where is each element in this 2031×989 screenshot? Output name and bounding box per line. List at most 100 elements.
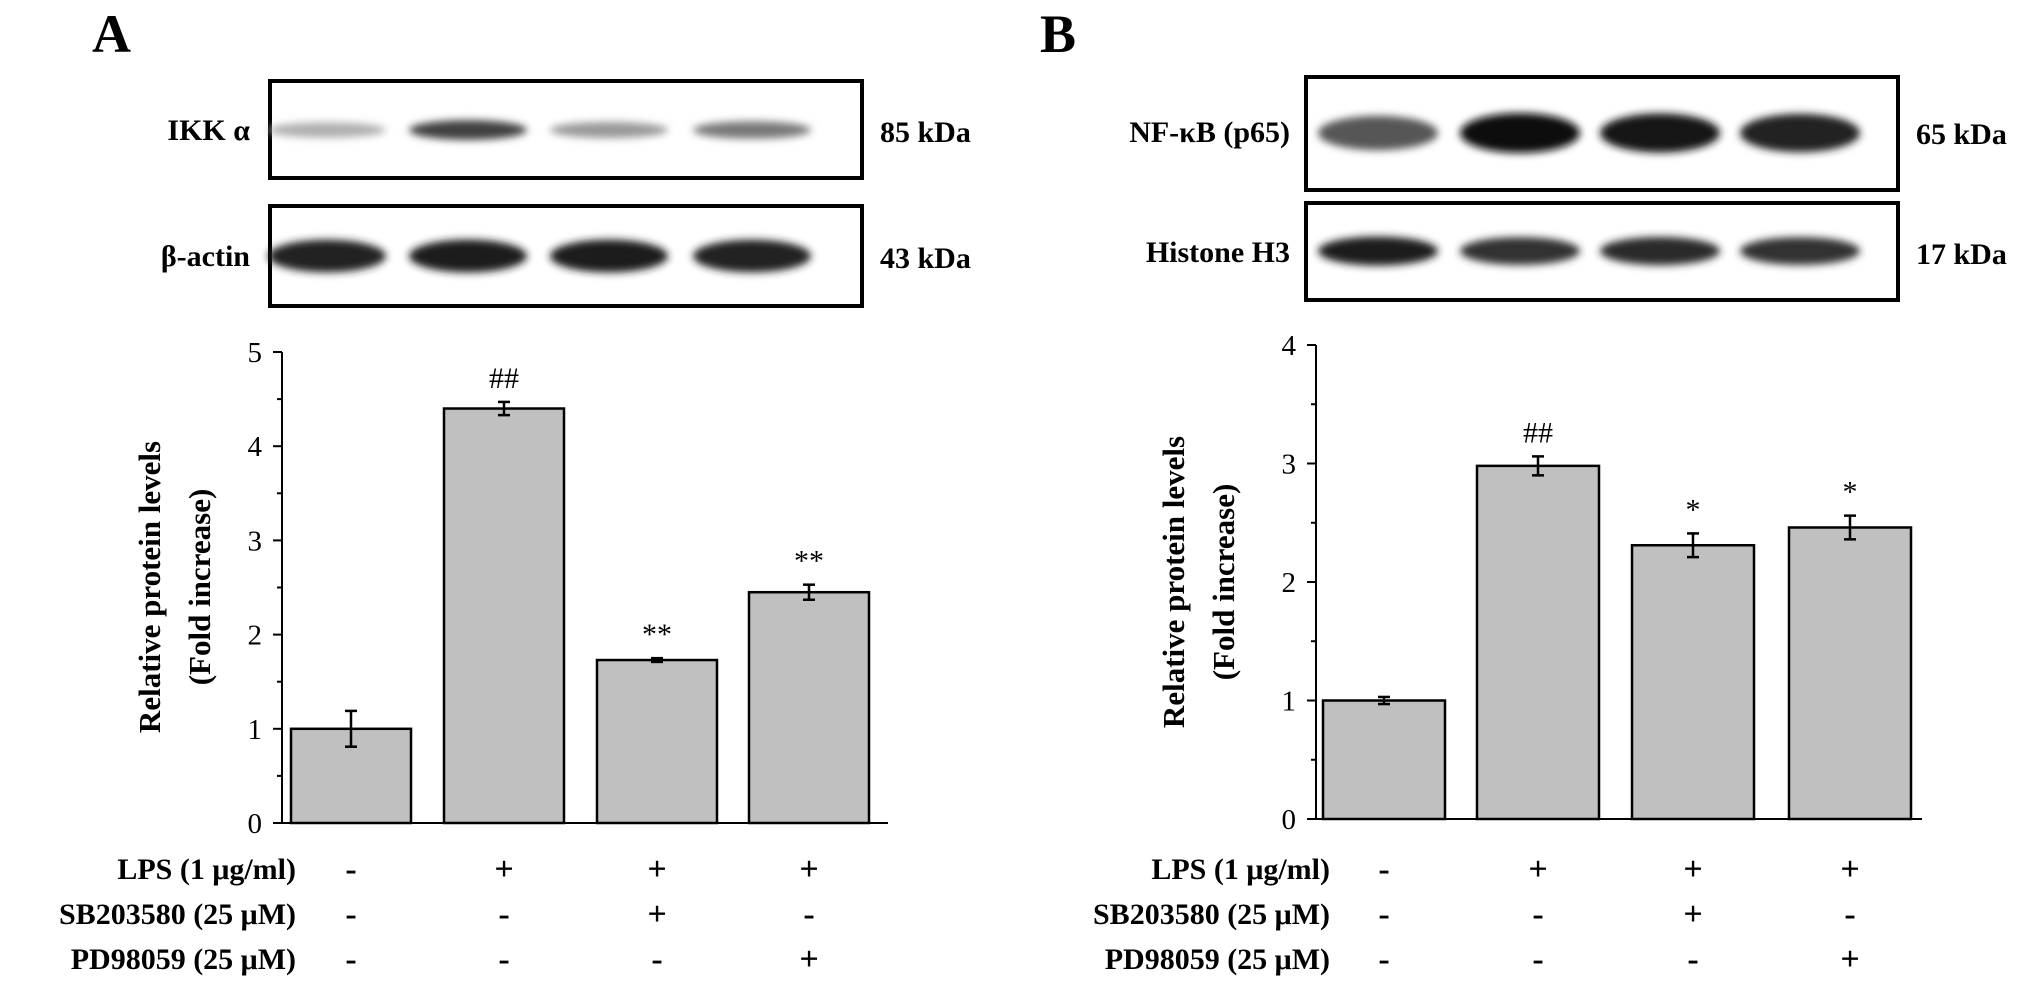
treatment-sign: - (345, 896, 356, 933)
error-bar (1378, 695, 1390, 706)
significance-label: ** (794, 545, 824, 578)
blot-band (268, 239, 386, 273)
y-tick-label: 4 (248, 431, 263, 463)
blot-bands (1318, 113, 1860, 153)
y-tick-label: 3 (248, 525, 263, 557)
treatment-sign: - (345, 851, 356, 888)
blot-band (1460, 237, 1580, 265)
blot-band (693, 121, 811, 139)
y-axis-title-line2: (Fold increase) (182, 489, 217, 686)
y-axis-title-line1: Relative protein levels (1156, 436, 1191, 728)
bar (1630, 544, 1756, 821)
treatment-sign: - (1378, 896, 1389, 933)
treatment-sign: + (1528, 851, 1547, 888)
treatment-sign: + (647, 896, 666, 933)
bar (1475, 464, 1601, 821)
bar (289, 727, 413, 825)
panel-b-blot-2: Histone H3 17 kDa (1146, 201, 2007, 302)
chart-a: 0 1 2 3 4 5 ## ** ** Relative protein levels (F… (132, 337, 888, 840)
y-axis-title-line2: (Fold increase) (1206, 484, 1241, 681)
treatment-sign: - (651, 941, 662, 978)
panel-a-blot-1: IKK α 85 kDa (167, 79, 971, 180)
treatment-label-sb203580: SB203580 (25 μM) (59, 898, 296, 931)
bar (1321, 699, 1447, 821)
blot-band (693, 239, 811, 273)
blot-protein-label: Histone H3 (1146, 236, 1290, 269)
blot-band (1600, 113, 1720, 153)
bar (595, 658, 719, 825)
error-bar (498, 400, 510, 417)
blot-band (1318, 115, 1438, 151)
treatment-sign: - (1378, 851, 1389, 888)
treatment-sign: + (1683, 851, 1702, 888)
treatment-sign: + (799, 941, 818, 978)
significance-label: ** (642, 618, 672, 651)
blot-band (1740, 113, 1860, 153)
y-tick-label: 3 (1282, 449, 1297, 481)
blot-band (409, 120, 527, 140)
treatment-table-a: LPS (1 μg/ml) SB203580 (25 μM) PD98059 (… (59, 851, 819, 978)
blot-band (409, 239, 527, 273)
blot-protein-label: IKK α (167, 114, 250, 147)
significance-label: ## (1523, 416, 1553, 449)
panel-b: B NF-κB (p65) 65 kDa Histone H3 17 kDa 0… (1040, 4, 2007, 978)
treatment-label-sb203580: SB203580 (25 μM) (1093, 898, 1330, 931)
treatment-sign: - (1844, 896, 1855, 933)
blot-mw-label: 85 kDa (880, 116, 971, 149)
y-tick-label: 1 (248, 714, 263, 746)
treatment-sign: + (494, 851, 513, 888)
treatment-sign: - (498, 896, 509, 933)
blot-band (1600, 236, 1720, 266)
blot-band (550, 121, 668, 139)
panel-b-blot-1: NF-κB (p65) 65 kDa (1129, 75, 2007, 192)
blot-mw-label: 17 kDa (1916, 238, 2007, 271)
error-bar (651, 656, 663, 664)
y-tick-label: 0 (248, 808, 263, 840)
treatment-label-pd98059: PD98059 (25 μM) (71, 943, 296, 976)
treatment-sign: + (1840, 851, 1859, 888)
blot-protein-label: β-actin (161, 240, 250, 273)
error-bar (1532, 455, 1544, 477)
treatment-label-pd98059: PD98059 (25 μM) (1105, 943, 1330, 976)
y-axis-title-line1: Relative protein levels (132, 441, 167, 733)
blot-protein-label: NF-κB (p65) (1129, 116, 1290, 149)
blot-band (1460, 113, 1580, 153)
treatment-label-lps: LPS (1 μg/ml) (1151, 853, 1330, 886)
blot-mw-label: 65 kDa (1916, 118, 2007, 151)
treatment-sign: - (1532, 941, 1543, 978)
y-tick-label: 2 (1282, 567, 1297, 599)
panel-a: A IKK α 85 kDa β-actin 43 kDa 0 1 2 3 4 5 ## *… (59, 4, 971, 978)
blot-mw-label: 43 kDa (880, 242, 971, 275)
chart-b: 0 1 2 3 4 ## * * Relative protein levels (Fold… (1156, 330, 1922, 836)
panel-b-letter: B (1040, 4, 1076, 64)
y-tick-label: 4 (1282, 330, 1297, 362)
treatment-sign: - (1378, 941, 1389, 978)
treatment-table-b: LPS (1 μg/ml) SB203580 (25 μM) PD98059 (… (1093, 851, 1860, 978)
treatment-label-lps: LPS (1 μg/ml) (117, 853, 296, 886)
error-bar (345, 709, 357, 748)
panel-a-letter: A (92, 4, 131, 64)
y-tick-label: 5 (248, 337, 263, 369)
treatment-sign: + (1683, 896, 1702, 933)
treatment-sign: - (1532, 896, 1543, 933)
treatment-sign: + (647, 851, 666, 888)
y-tick-label: 1 (1282, 686, 1297, 718)
significance-label: * (1686, 493, 1701, 526)
treatment-sign: - (345, 941, 356, 978)
bar (747, 590, 871, 825)
error-bar (803, 583, 815, 601)
blot-bands (268, 239, 811, 273)
blot-band (1318, 236, 1438, 266)
bar (1787, 526, 1913, 821)
treatment-sign: - (1687, 941, 1698, 978)
blot-bands (268, 120, 811, 140)
panel-a-blot-2: β-actin 43 kDa (161, 204, 971, 308)
treatment-sign: + (1840, 941, 1859, 978)
blot-band (1740, 237, 1860, 265)
blot-bands (1318, 236, 1860, 266)
y-tick-label: 0 (1282, 804, 1297, 836)
significance-label: * (1843, 476, 1858, 509)
treatment-sign: + (799, 851, 818, 888)
treatment-sign: - (803, 896, 814, 933)
